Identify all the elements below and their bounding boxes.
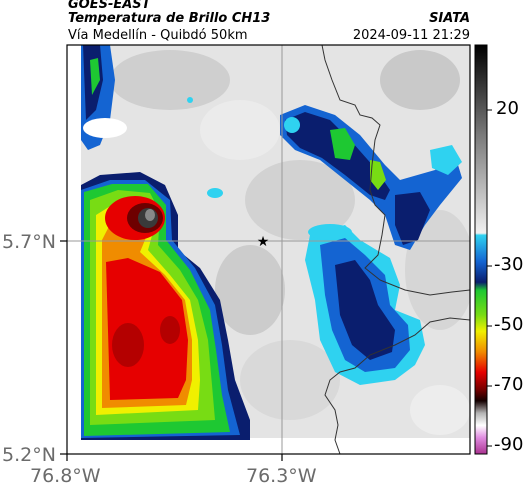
satellite-name: GOES-EAST [68,0,151,12]
x-tick-label: 76.8°W [30,465,101,487]
colorbar-tick-label: 20 [496,98,519,119]
timestamp: 2024-09-11 21:29 [352,28,470,43]
star-marker: ★ [257,234,270,250]
region-subtitle: Vía Medellín - Quibdó 50km [68,28,248,43]
colorbar [474,44,488,455]
x-tick-label: 76.3°W [246,465,317,487]
colorbar-tick-label: -90 [494,434,524,455]
department-border [324,317,470,454]
map-frame [66,44,471,455]
colorbar-tick-label: -30 [494,254,524,275]
colorbar-tick-label: -50 [494,314,524,335]
agency-label: SIATA [429,11,470,26]
temperature-field [67,45,470,454]
colorbar-tick-label: -70 [494,374,524,395]
department-border [321,45,470,296]
product-title: Temperatura de Brillo CH13 [68,11,271,26]
y-tick-label: 5.7°N [2,231,56,253]
y-tick-label: 5.2°N [2,444,56,466]
